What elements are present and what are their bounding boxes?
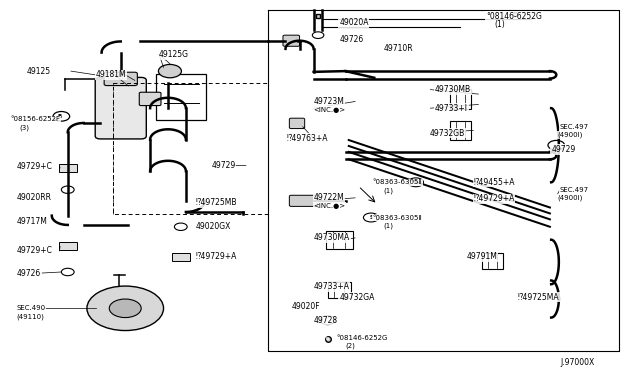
Text: 49791M: 49791M — [467, 252, 498, 261]
Text: 49710R: 49710R — [384, 44, 413, 53]
Circle shape — [87, 286, 164, 331]
Circle shape — [53, 112, 70, 121]
Text: 49732GB: 49732GB — [430, 128, 465, 138]
Text: (1): (1) — [384, 222, 394, 229]
Text: °08146-6252G: °08146-6252G — [486, 12, 542, 21]
Text: 49181M: 49181M — [95, 70, 126, 79]
Text: 49722M: 49722M — [314, 193, 344, 202]
Text: ⁉49763+A: ⁉49763+A — [287, 134, 328, 143]
Circle shape — [109, 299, 141, 318]
Text: 49726: 49726 — [17, 269, 41, 278]
FancyBboxPatch shape — [104, 72, 138, 86]
Text: 49733+I: 49733+I — [435, 104, 468, 113]
Text: °08363-6305Ⅱ: °08363-6305Ⅱ — [372, 215, 422, 221]
Text: B: B — [58, 114, 62, 119]
Circle shape — [320, 316, 335, 325]
Text: S: S — [369, 215, 373, 220]
Circle shape — [364, 213, 379, 222]
Text: 49728: 49728 — [314, 316, 338, 325]
Circle shape — [61, 268, 74, 276]
Text: (4900I): (4900I) — [557, 195, 583, 201]
Text: 49729+C: 49729+C — [17, 162, 52, 171]
Text: 49730MA: 49730MA — [314, 233, 350, 243]
Text: 49125: 49125 — [26, 67, 51, 76]
Text: (3): (3) — [20, 124, 30, 131]
Text: 49732GA: 49732GA — [339, 293, 374, 302]
FancyBboxPatch shape — [59, 164, 77, 172]
Text: SEC.497: SEC.497 — [559, 187, 589, 193]
Circle shape — [174, 223, 187, 231]
Text: 49730MB: 49730MB — [435, 85, 471, 94]
Text: <INC.●>: <INC.●> — [314, 107, 346, 113]
Text: SEC.497: SEC.497 — [559, 125, 589, 131]
Text: ⁉49729+A: ⁉49729+A — [473, 195, 515, 203]
Text: ⁉49725MA: ⁉49725MA — [518, 293, 559, 302]
FancyBboxPatch shape — [283, 35, 300, 46]
FancyBboxPatch shape — [289, 118, 305, 129]
Text: 49733+A: 49733+A — [314, 282, 349, 291]
Text: J.97000X: J.97000X — [561, 357, 595, 366]
Text: °08156-6252F: °08156-6252F — [10, 116, 60, 122]
Text: (49110): (49110) — [17, 313, 45, 320]
Circle shape — [312, 32, 324, 38]
Circle shape — [548, 140, 564, 150]
Text: (1): (1) — [494, 20, 505, 29]
Text: 49020A: 49020A — [339, 19, 369, 28]
Text: 49020GX: 49020GX — [195, 222, 231, 231]
Text: (2): (2) — [346, 343, 355, 349]
Text: 49729: 49729 — [211, 161, 236, 170]
Text: 49125G: 49125G — [159, 50, 189, 59]
Circle shape — [408, 178, 424, 187]
Text: <INC.●>: <INC.●> — [314, 203, 346, 209]
Text: B: B — [414, 180, 418, 185]
Text: 49020F: 49020F — [291, 302, 320, 311]
Text: °08363-6305Ⅱ: °08363-6305Ⅱ — [372, 179, 422, 185]
Text: 49020RR: 49020RR — [17, 193, 52, 202]
FancyBboxPatch shape — [289, 195, 317, 206]
Text: °08146-6252G: °08146-6252G — [336, 335, 387, 341]
Text: B: B — [326, 337, 329, 341]
Text: 49723M: 49723M — [314, 97, 344, 106]
FancyBboxPatch shape — [95, 77, 147, 139]
Text: SEC.490: SEC.490 — [17, 305, 46, 311]
Text: 49729: 49729 — [551, 145, 575, 154]
Text: ⁉49725MB: ⁉49725MB — [195, 198, 237, 207]
Text: ⁉49455+A: ⁉49455+A — [473, 178, 515, 187]
FancyBboxPatch shape — [172, 253, 189, 261]
Circle shape — [159, 64, 181, 78]
Text: (1): (1) — [384, 187, 394, 194]
FancyBboxPatch shape — [140, 92, 161, 106]
Circle shape — [61, 186, 74, 193]
Text: 49729+C: 49729+C — [17, 246, 52, 255]
FancyBboxPatch shape — [59, 242, 77, 250]
Text: 49717M: 49717M — [17, 217, 47, 226]
Text: ⁉49729+A: ⁉49729+A — [195, 252, 237, 261]
Text: 49726: 49726 — [339, 35, 364, 44]
Text: (4900I): (4900I) — [557, 132, 583, 138]
